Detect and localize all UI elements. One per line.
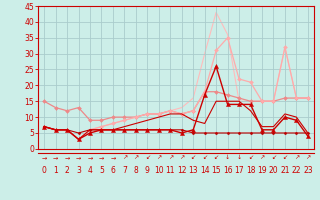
Text: 23: 23 bbox=[303, 166, 313, 175]
Text: ↓: ↓ bbox=[236, 155, 242, 160]
Text: ↙: ↙ bbox=[248, 155, 253, 160]
Text: 7: 7 bbox=[122, 166, 127, 175]
Text: 9: 9 bbox=[145, 166, 150, 175]
Text: ↗: ↗ bbox=[156, 155, 161, 160]
Text: 15: 15 bbox=[211, 166, 221, 175]
Text: 11: 11 bbox=[165, 166, 175, 175]
Text: 3: 3 bbox=[76, 166, 81, 175]
Text: 17: 17 bbox=[234, 166, 244, 175]
Text: 10: 10 bbox=[154, 166, 164, 175]
Text: ↙: ↙ bbox=[202, 155, 207, 160]
Text: →: → bbox=[42, 155, 47, 160]
Text: 1: 1 bbox=[53, 166, 58, 175]
Text: 22: 22 bbox=[292, 166, 301, 175]
Text: ↙: ↙ bbox=[282, 155, 288, 160]
Text: ↗: ↗ bbox=[122, 155, 127, 160]
Text: →: → bbox=[87, 155, 92, 160]
Text: →: → bbox=[64, 155, 70, 160]
Text: ↙: ↙ bbox=[145, 155, 150, 160]
Text: →: → bbox=[110, 155, 116, 160]
Text: 20: 20 bbox=[269, 166, 278, 175]
Text: ↗: ↗ bbox=[179, 155, 184, 160]
Text: ↗: ↗ bbox=[260, 155, 265, 160]
Text: 0: 0 bbox=[42, 166, 47, 175]
Text: 12: 12 bbox=[177, 166, 187, 175]
Text: 5: 5 bbox=[99, 166, 104, 175]
Text: 14: 14 bbox=[200, 166, 210, 175]
Text: ↗: ↗ bbox=[305, 155, 310, 160]
Text: 4: 4 bbox=[88, 166, 92, 175]
Text: →: → bbox=[76, 155, 81, 160]
Text: 13: 13 bbox=[188, 166, 198, 175]
Text: 19: 19 bbox=[257, 166, 267, 175]
Text: ↙: ↙ bbox=[271, 155, 276, 160]
Text: 6: 6 bbox=[110, 166, 116, 175]
Text: ↙: ↙ bbox=[213, 155, 219, 160]
Text: 18: 18 bbox=[246, 166, 255, 175]
Text: 2: 2 bbox=[65, 166, 69, 175]
Text: →: → bbox=[53, 155, 58, 160]
Text: ↗: ↗ bbox=[294, 155, 299, 160]
Text: 16: 16 bbox=[223, 166, 232, 175]
Text: 21: 21 bbox=[280, 166, 290, 175]
Text: ↗: ↗ bbox=[133, 155, 139, 160]
Text: ↓: ↓ bbox=[225, 155, 230, 160]
Text: ↗: ↗ bbox=[168, 155, 173, 160]
Text: ↙: ↙ bbox=[191, 155, 196, 160]
Text: →: → bbox=[99, 155, 104, 160]
Text: 8: 8 bbox=[133, 166, 138, 175]
